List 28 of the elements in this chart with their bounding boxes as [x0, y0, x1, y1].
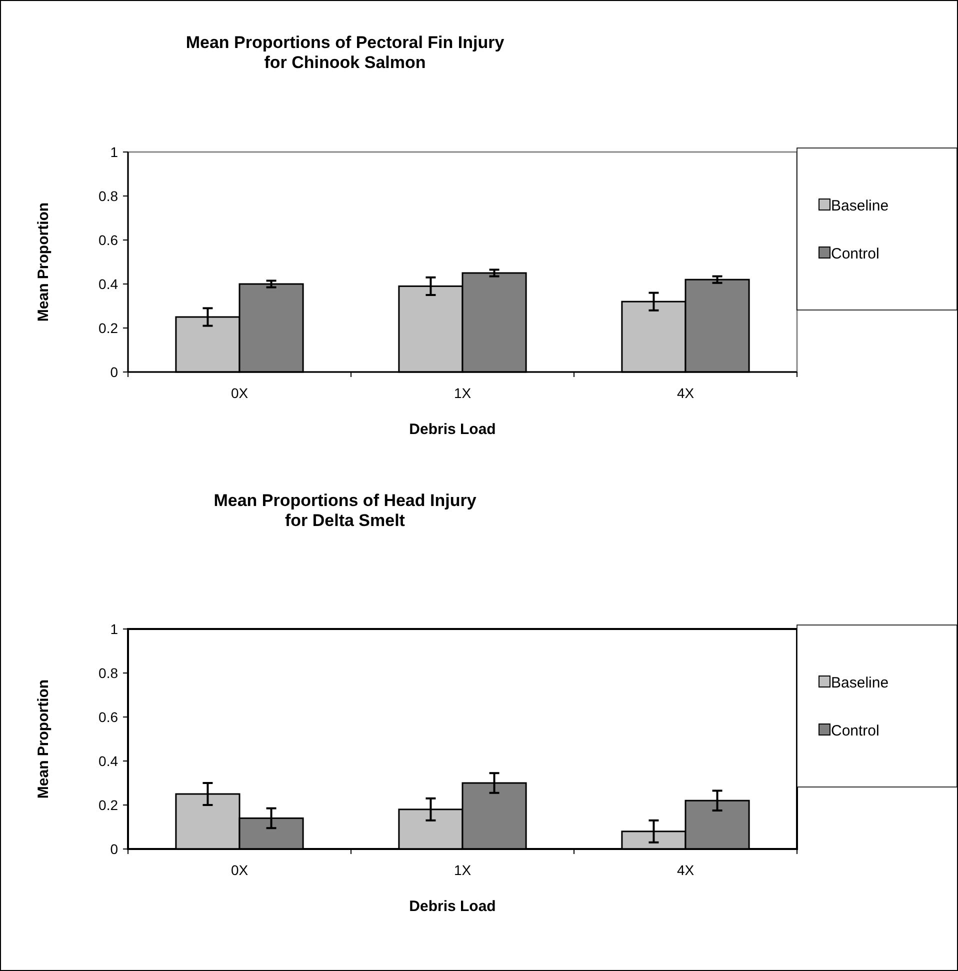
- y-axis-title: Mean Proportion: [35, 202, 52, 322]
- y-tick-label: 0.8: [98, 664, 118, 681]
- y-axis-title: Mean Proportion: [35, 679, 52, 799]
- chart-title: Mean Proportions of Head Injury for Delta Smelt: [214, 491, 477, 530]
- x-tick-label: 1X: [454, 862, 472, 878]
- y-tick-label: 1: [110, 620, 118, 637]
- y-tick-label: 0: [110, 364, 118, 380]
- chart-title: Mean Proportions of Pectoral Fin Injury for Chinook Salmon: [186, 33, 505, 72]
- y-tick-label: 0.6: [98, 708, 118, 725]
- x-axis-title: Debris Load: [409, 421, 496, 438]
- y-tick-label: 0.6: [98, 232, 118, 248]
- y-tick-label: 0.8: [98, 188, 118, 204]
- x-tick-label: 4X: [676, 862, 695, 878]
- y-tick-label: 1: [110, 144, 118, 160]
- y-tick-label: 0: [110, 840, 118, 857]
- y-tick-label: 0.4: [98, 752, 118, 769]
- x-axis-title: Debris Load: [409, 898, 496, 915]
- legend-label: Control: [831, 245, 880, 262]
- y-tick-label: 0.2: [98, 320, 118, 336]
- legend-label: Control: [831, 722, 880, 740]
- x-tick-label: 4X: [676, 385, 695, 401]
- legend-label: Baseline: [831, 197, 889, 214]
- x-tick-label: 0X: [230, 385, 249, 401]
- y-tick-label: 0.4: [98, 276, 118, 292]
- y-tick-label: 0.2: [98, 796, 118, 813]
- x-tick-label: 0X: [230, 862, 249, 878]
- legend-label: Baseline: [831, 674, 889, 692]
- x-tick-label: 1X: [454, 385, 472, 401]
